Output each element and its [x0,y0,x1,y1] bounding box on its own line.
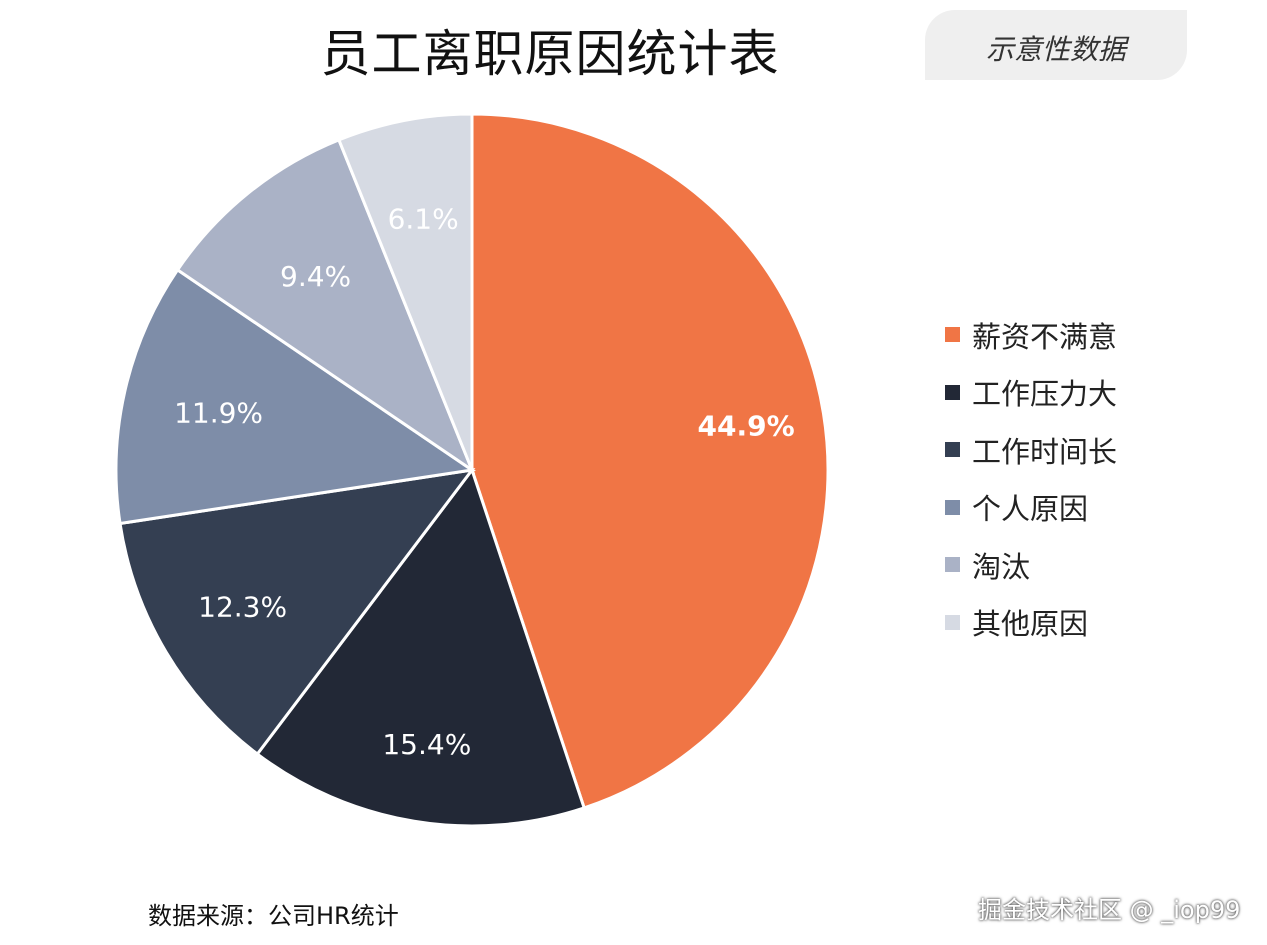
data-label-1: 44.9% [698,410,795,443]
pie-slice-1 [470,112,830,810]
legend-item: 个人原因 [945,479,1117,537]
pie-slice-2 [255,466,587,828]
illustrative-data-badge: 示意性数据 [925,10,1187,80]
legend-swatch [945,442,960,458]
legend-item: 薪资不满意 [945,306,1117,364]
legend-item: 工作时间长 [945,421,1117,479]
legend-item: 工作压力大 [945,364,1117,422]
legend-item: 淘汰 [945,536,1117,594]
legend-swatch [945,327,960,343]
badge-text: 示意性数据 [985,33,1126,66]
data-label-5: 9.4% [280,260,351,293]
pie-chart: 44.9% 15.4% 12.3% 11.9% 9.4% 6.1% [114,112,830,828]
legend-label: 其他原因 [972,607,1089,642]
legend-label: 工作时间长 [972,434,1118,469]
pie-slice-4 [114,267,477,526]
legend-label: 个人原因 [972,492,1089,527]
data-label-4: 11.9% [174,397,263,430]
legend-swatch [945,384,960,400]
pie-slice-6 [336,112,474,471]
data-source-note: 数据来源：公司HR统计 [148,902,399,930]
legend-swatch [945,557,960,573]
chart-title: 员工离职原因统计表 [320,25,780,83]
legend-swatch [945,614,960,630]
legend: 薪资不满意工作压力大工作时间长个人原因淘汰其他原因 [945,306,1117,651]
pie-slice-5 [175,137,476,475]
legend-label: 淘汰 [972,549,1031,584]
watermark: 掘金技术社区 @ _iop99 [978,896,1241,924]
legend-item: 其他原因 [945,594,1117,652]
pie-slice-3 [118,467,476,757]
data-label-6: 6.1% [388,202,459,235]
data-label-2: 15.4% [382,728,471,761]
legend-label: 工作压力大 [972,377,1118,412]
legend-swatch [945,499,960,515]
legend-label: 薪资不满意 [972,319,1118,354]
data-label-3: 12.3% [198,591,287,624]
